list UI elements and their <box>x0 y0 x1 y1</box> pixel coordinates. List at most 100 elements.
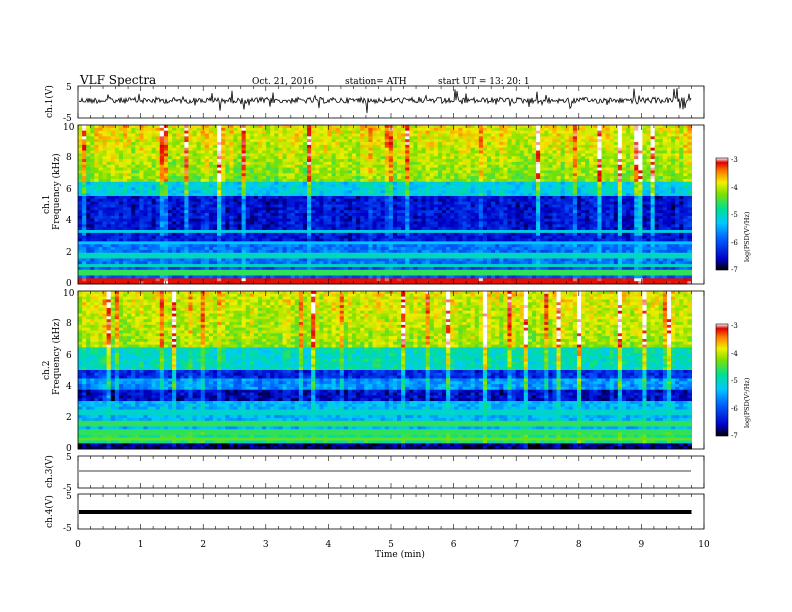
spectrogram-cell <box>217 213 222 217</box>
spectrogram-cell <box>343 176 349 180</box>
spectrogram-cell <box>368 207 373 211</box>
spectrogram-cell <box>335 167 341 171</box>
spectrogram-cell <box>98 187 104 191</box>
spectrogram-cell <box>658 164 664 169</box>
spectrogram-cell <box>437 190 443 194</box>
spectrogram-cell <box>482 187 488 191</box>
spectrogram-cell <box>401 213 406 217</box>
spectrogram-cell <box>376 173 382 177</box>
spectrogram-cell <box>249 127 255 132</box>
spectrogram-cell <box>626 127 631 132</box>
spectrogram-cell <box>601 176 607 180</box>
spectrogram-cell <box>384 204 390 208</box>
spectrogram-cell <box>200 187 206 191</box>
spectrogram-cell <box>482 173 488 177</box>
spectrogram-cell <box>78 187 83 191</box>
spectrogram-cell <box>519 201 525 205</box>
spectrogram-cell <box>605 187 611 191</box>
spectrogram-cell <box>221 181 226 186</box>
spectrogram-cell <box>466 156 472 160</box>
spectrogram-cell <box>486 201 492 205</box>
spectrogram-cell <box>650 176 656 180</box>
spectrogram-cell <box>495 184 500 188</box>
spectrogram-cell <box>581 204 586 208</box>
spectrogram-cell <box>122 167 128 171</box>
spectrogram-cell <box>658 127 664 132</box>
spectrogram-cell <box>307 204 312 208</box>
spectrogram-cell <box>94 150 99 154</box>
spectrogram-cell <box>204 215 210 220</box>
spectrogram-cell <box>433 156 439 160</box>
spectrogram-cell <box>221 127 226 132</box>
spectrogram-cell <box>241 144 247 149</box>
spectrogram-cell <box>552 167 558 171</box>
spectrogram-cell <box>86 173 91 177</box>
spectrogram-cell <box>429 139 435 143</box>
spectrogram-cell <box>601 210 607 214</box>
spectrogram-cell <box>249 184 255 188</box>
spectrogram-cell <box>548 147 553 152</box>
spectrogram-cell <box>159 153 165 157</box>
spectrogram-cell <box>356 127 361 132</box>
spectrogram-cell <box>597 207 602 211</box>
spectrogram-cell <box>417 210 423 214</box>
spectrogram-cell <box>225 173 230 177</box>
spectrogram-cell <box>286 215 292 220</box>
spectrogram-cell <box>613 147 619 152</box>
spectrogram-cell <box>687 164 692 169</box>
spectrogram-cell <box>654 130 660 135</box>
spectrogram-cell <box>106 190 112 194</box>
spectrogram-cell <box>568 207 574 211</box>
spectrogram-cell <box>474 201 480 205</box>
spectrogram-cell <box>593 195 598 200</box>
spectrogram-cell <box>249 136 255 140</box>
spectrogram-cell <box>253 125 259 129</box>
spectrogram-cell <box>495 144 500 149</box>
spectrogram-cell <box>180 187 185 191</box>
spectrogram-cell <box>343 210 349 214</box>
spectrogram-cell <box>343 159 349 163</box>
spectrogram-cell <box>413 215 418 220</box>
spectrogram-cell <box>290 176 296 180</box>
spectrogram-cell <box>638 170 643 174</box>
spectrogram-cell <box>356 176 361 180</box>
spectrogram-cell <box>151 210 157 214</box>
spectrogram-cell <box>78 176 83 180</box>
spectrogram-cell <box>446 167 451 171</box>
spectrogram-cell <box>380 215 386 220</box>
spectrogram-cell <box>188 156 194 160</box>
spectrogram-cell <box>253 170 259 174</box>
spectrogram-cell <box>503 213 508 217</box>
spectrogram-cell <box>278 176 283 180</box>
spectrogram-cell <box>139 130 144 135</box>
spectrogram-cell <box>225 170 230 174</box>
spectrogram-cell <box>298 173 304 177</box>
spectrogram-cell <box>568 147 574 152</box>
spectrogram-cell <box>413 193 418 197</box>
spectrogram-cell <box>221 198 226 203</box>
spectrogram-cell <box>196 184 202 188</box>
spectrogram-cell <box>106 201 112 205</box>
spectrogram-cell <box>601 195 607 200</box>
spectrogram-cell <box>262 176 267 180</box>
spectrogram-cell <box>315 195 320 200</box>
spectrogram-cell <box>609 147 615 152</box>
spectrogram-cell <box>654 190 660 194</box>
spectrogram-cell <box>331 184 337 188</box>
spectrogram-cell <box>597 127 602 132</box>
spectrogram-cell <box>335 176 341 180</box>
spectrogram-cell <box>286 127 292 132</box>
spectrogram-cell <box>560 144 566 149</box>
spectrogram-cell <box>552 193 558 197</box>
spectrogram-cell <box>229 161 234 166</box>
spectrogram-cell <box>364 201 369 205</box>
spectrogram-cell <box>634 130 639 135</box>
spectrogram-cell <box>241 187 247 191</box>
spectrogram-cell <box>282 195 288 200</box>
spectrogram-cell <box>454 201 459 205</box>
spectrogram-cell <box>266 173 271 177</box>
spectrogram-cell <box>327 195 333 200</box>
spectrogram-cell <box>675 156 680 160</box>
spectrogram-cell <box>446 153 451 157</box>
spectrogram-cell <box>409 178 414 183</box>
